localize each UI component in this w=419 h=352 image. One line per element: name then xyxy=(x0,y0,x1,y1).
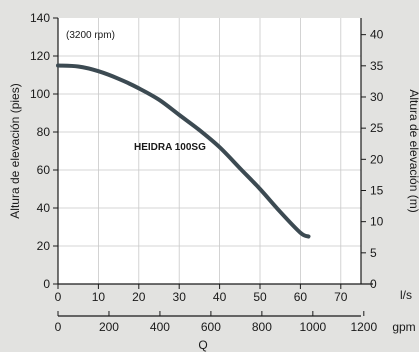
left-tick-label: 60 xyxy=(37,163,51,177)
right-tick-label: 30 xyxy=(370,90,384,104)
gpm-tick-label: 0 xyxy=(55,320,62,334)
gpm-tick-label: 400 xyxy=(150,320,170,334)
gpm-tick-label: 1200 xyxy=(350,320,377,334)
right-axis-title: Altura de elevación (m) xyxy=(407,89,419,212)
ls-tick-label: 30 xyxy=(173,290,187,304)
right-tick-label: 35 xyxy=(370,59,384,73)
ls-tick-label: 20 xyxy=(132,290,146,304)
ls-tick-label: 40 xyxy=(213,290,227,304)
ls-tick-label: 0 xyxy=(55,290,62,304)
left-tick-label: 80 xyxy=(37,125,51,139)
left-tick-label: 140 xyxy=(30,11,50,25)
ls-tick-label: 50 xyxy=(253,290,267,304)
gpm-unit-label: gpm xyxy=(392,320,415,334)
left-axis-title: Altura de elevación (pies) xyxy=(8,83,22,218)
left-tick-label: 40 xyxy=(37,201,51,215)
ls-tick-label: 10 xyxy=(92,290,106,304)
series-line xyxy=(56,63,311,239)
gpm-tick-label: 1000 xyxy=(299,320,326,334)
left-tick-label: 0 xyxy=(43,277,50,291)
left-tick-label: 120 xyxy=(30,49,50,63)
gpm-tick-label: 600 xyxy=(201,320,221,334)
ls-unit-label: l/s xyxy=(400,288,412,302)
gpm-tick-label: 800 xyxy=(252,320,272,334)
series-label: HEIDRA 100SG xyxy=(134,142,206,153)
right-tick-label: 0 xyxy=(370,277,377,291)
grid xyxy=(58,18,361,284)
plot-area xyxy=(58,18,361,284)
gpm-tick-label: 200 xyxy=(99,320,119,334)
right-tick-label: 25 xyxy=(370,121,384,135)
ls-tick-label: 70 xyxy=(334,290,348,304)
series xyxy=(56,63,311,239)
left-tick-label: 20 xyxy=(37,239,51,253)
right-tick-label: 5 xyxy=(370,246,377,260)
left-tick-label: 100 xyxy=(30,87,50,101)
right-tick-label: 40 xyxy=(370,28,384,42)
q-axis-label: Q xyxy=(198,338,207,352)
right-tick-label: 20 xyxy=(370,152,384,166)
rpm-annotation: (3200 rpm) xyxy=(66,30,115,41)
ls-tick-label: 60 xyxy=(294,290,308,304)
right-tick-label: 10 xyxy=(370,215,384,229)
right-tick-label: 15 xyxy=(370,183,384,197)
